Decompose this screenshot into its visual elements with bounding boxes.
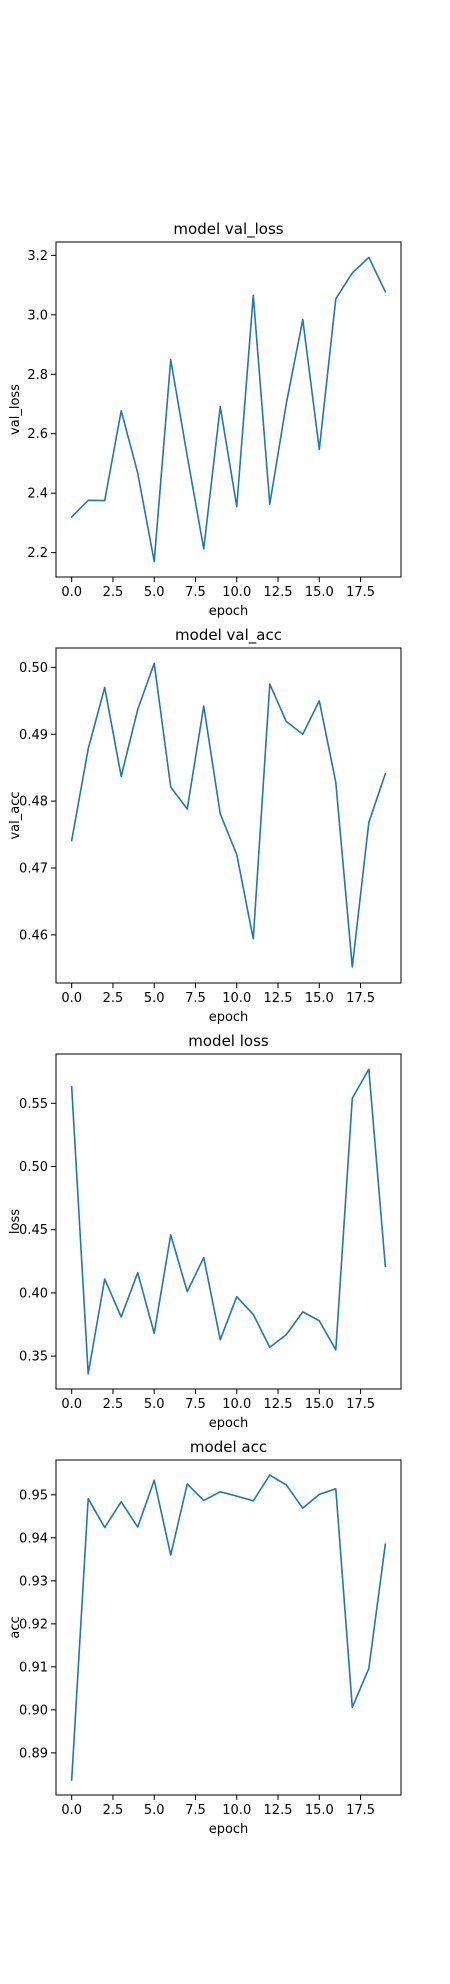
x-tick-label: 15.0 bbox=[305, 1397, 334, 1412]
x-tick-label: 7.5 bbox=[185, 1803, 206, 1818]
y-tick-label: 0.47 bbox=[19, 861, 48, 876]
y-tick-label: 3.0 bbox=[27, 308, 48, 323]
x-tick-label: 7.5 bbox=[185, 585, 206, 600]
val-acc-chart: model val_acc epoch val_acc 0.0 2.5 5.0 7.5… bbox=[8, 626, 402, 1025]
y-tick-label: 0.50 bbox=[19, 661, 48, 676]
x-tick-label: 0.0 bbox=[61, 1397, 82, 1412]
x-axis-label: epoch bbox=[209, 1010, 249, 1025]
y-tick-label: 0.94 bbox=[19, 1531, 48, 1546]
y-tick-label: 0.93 bbox=[19, 1574, 48, 1589]
x-tick-label: 5.0 bbox=[144, 1803, 165, 1818]
x-tick-label: 17.5 bbox=[346, 585, 375, 600]
series-line bbox=[70, 1474, 387, 1781]
acc-chart: model acc epoch acc 0.0 2.5 5.0 7.5 10.0 12.5… bbox=[8, 1438, 402, 1837]
series-line bbox=[70, 1068, 387, 1375]
series-line bbox=[70, 662, 387, 968]
x-tick-label: 2.5 bbox=[103, 1803, 124, 1818]
y-tick-label: 2.4 bbox=[27, 487, 48, 502]
val-loss-chart: model val_loss epoch val_loss 0.0 2.5 5.0 7… bbox=[8, 220, 402, 619]
y-tick-label: 0.49 bbox=[19, 728, 48, 743]
y-axis-label: loss bbox=[8, 1209, 23, 1234]
y-tick-label: 2.8 bbox=[27, 368, 48, 383]
chart-title: model val_loss bbox=[173, 220, 283, 239]
y-axis-label: val_loss bbox=[8, 384, 23, 435]
y-tick-label: 0.35 bbox=[19, 1350, 48, 1365]
x-tick-label: 10.0 bbox=[222, 1397, 251, 1412]
x-axis-label: epoch bbox=[209, 1416, 249, 1431]
x-tick-label: 5.0 bbox=[144, 991, 165, 1006]
x-tick-label: 12.5 bbox=[264, 585, 293, 600]
plot-frame bbox=[55, 1053, 402, 1390]
y-tick-label: 0.91 bbox=[19, 1660, 48, 1675]
y-tick-label: 0.92 bbox=[19, 1617, 48, 1632]
y-tick-label: 3.2 bbox=[27, 249, 48, 264]
plot-frame bbox=[55, 241, 402, 578]
x-tick-label: 12.5 bbox=[264, 1803, 293, 1818]
x-tick-label: 0.0 bbox=[61, 585, 82, 600]
x-tick-label: 2.5 bbox=[103, 991, 124, 1006]
x-tick-label: 2.5 bbox=[103, 585, 124, 600]
x-axis-label: epoch bbox=[209, 1822, 249, 1837]
x-tick-label: 0.0 bbox=[61, 991, 82, 1006]
x-tick-label: 5.0 bbox=[144, 585, 165, 600]
plot-frame bbox=[55, 1459, 402, 1796]
x-axis-label: epoch bbox=[209, 604, 249, 619]
y-tick-label: 0.55 bbox=[19, 1097, 48, 1112]
loss-chart: model loss epoch loss 0.0 2.5 5.0 7.5 10.0 12… bbox=[8, 1032, 402, 1431]
y-axis-label: acc bbox=[8, 1616, 23, 1638]
x-tick-label: 2.5 bbox=[103, 1397, 124, 1412]
x-tick-label: 17.5 bbox=[346, 1397, 375, 1412]
series-line bbox=[70, 256, 387, 563]
x-tick-label: 15.0 bbox=[305, 585, 334, 600]
x-tick-label: 7.5 bbox=[185, 991, 206, 1006]
y-tick-label: 0.95 bbox=[19, 1488, 48, 1503]
y-tick-label: 0.45 bbox=[19, 1223, 48, 1238]
y-tick-label: 0.40 bbox=[19, 1286, 48, 1301]
y-tick-label: 0.46 bbox=[19, 928, 48, 943]
x-tick-label: 10.0 bbox=[222, 1803, 251, 1818]
y-tick-label: 0.89 bbox=[19, 1746, 48, 1761]
x-tick-label: 12.5 bbox=[264, 1397, 293, 1412]
x-tick-label: 0.0 bbox=[61, 1803, 82, 1818]
y-tick-label: 2.2 bbox=[27, 546, 48, 561]
x-tick-label: 10.0 bbox=[222, 585, 251, 600]
chart-title: model val_acc bbox=[175, 626, 282, 645]
x-tick-label: 15.0 bbox=[305, 991, 334, 1006]
y-tick-label: 0.90 bbox=[19, 1703, 48, 1718]
x-tick-label: 7.5 bbox=[185, 1397, 206, 1412]
x-tick-label: 5.0 bbox=[144, 1397, 165, 1412]
x-tick-label: 12.5 bbox=[264, 991, 293, 1006]
plot-frame bbox=[55, 647, 402, 984]
y-tick-label: 0.48 bbox=[19, 795, 48, 810]
x-tick-label: 10.0 bbox=[222, 991, 251, 1006]
x-tick-label: 17.5 bbox=[346, 1803, 375, 1818]
y-tick-label: 0.50 bbox=[19, 1160, 48, 1175]
chart-title: model loss bbox=[188, 1032, 269, 1050]
y-axis-label: val_acc bbox=[8, 791, 23, 839]
x-tick-label: 17.5 bbox=[346, 991, 375, 1006]
x-tick-label: 15.0 bbox=[305, 1803, 334, 1818]
y-tick-label: 2.6 bbox=[27, 427, 48, 442]
chart-title: model acc bbox=[190, 1438, 267, 1456]
